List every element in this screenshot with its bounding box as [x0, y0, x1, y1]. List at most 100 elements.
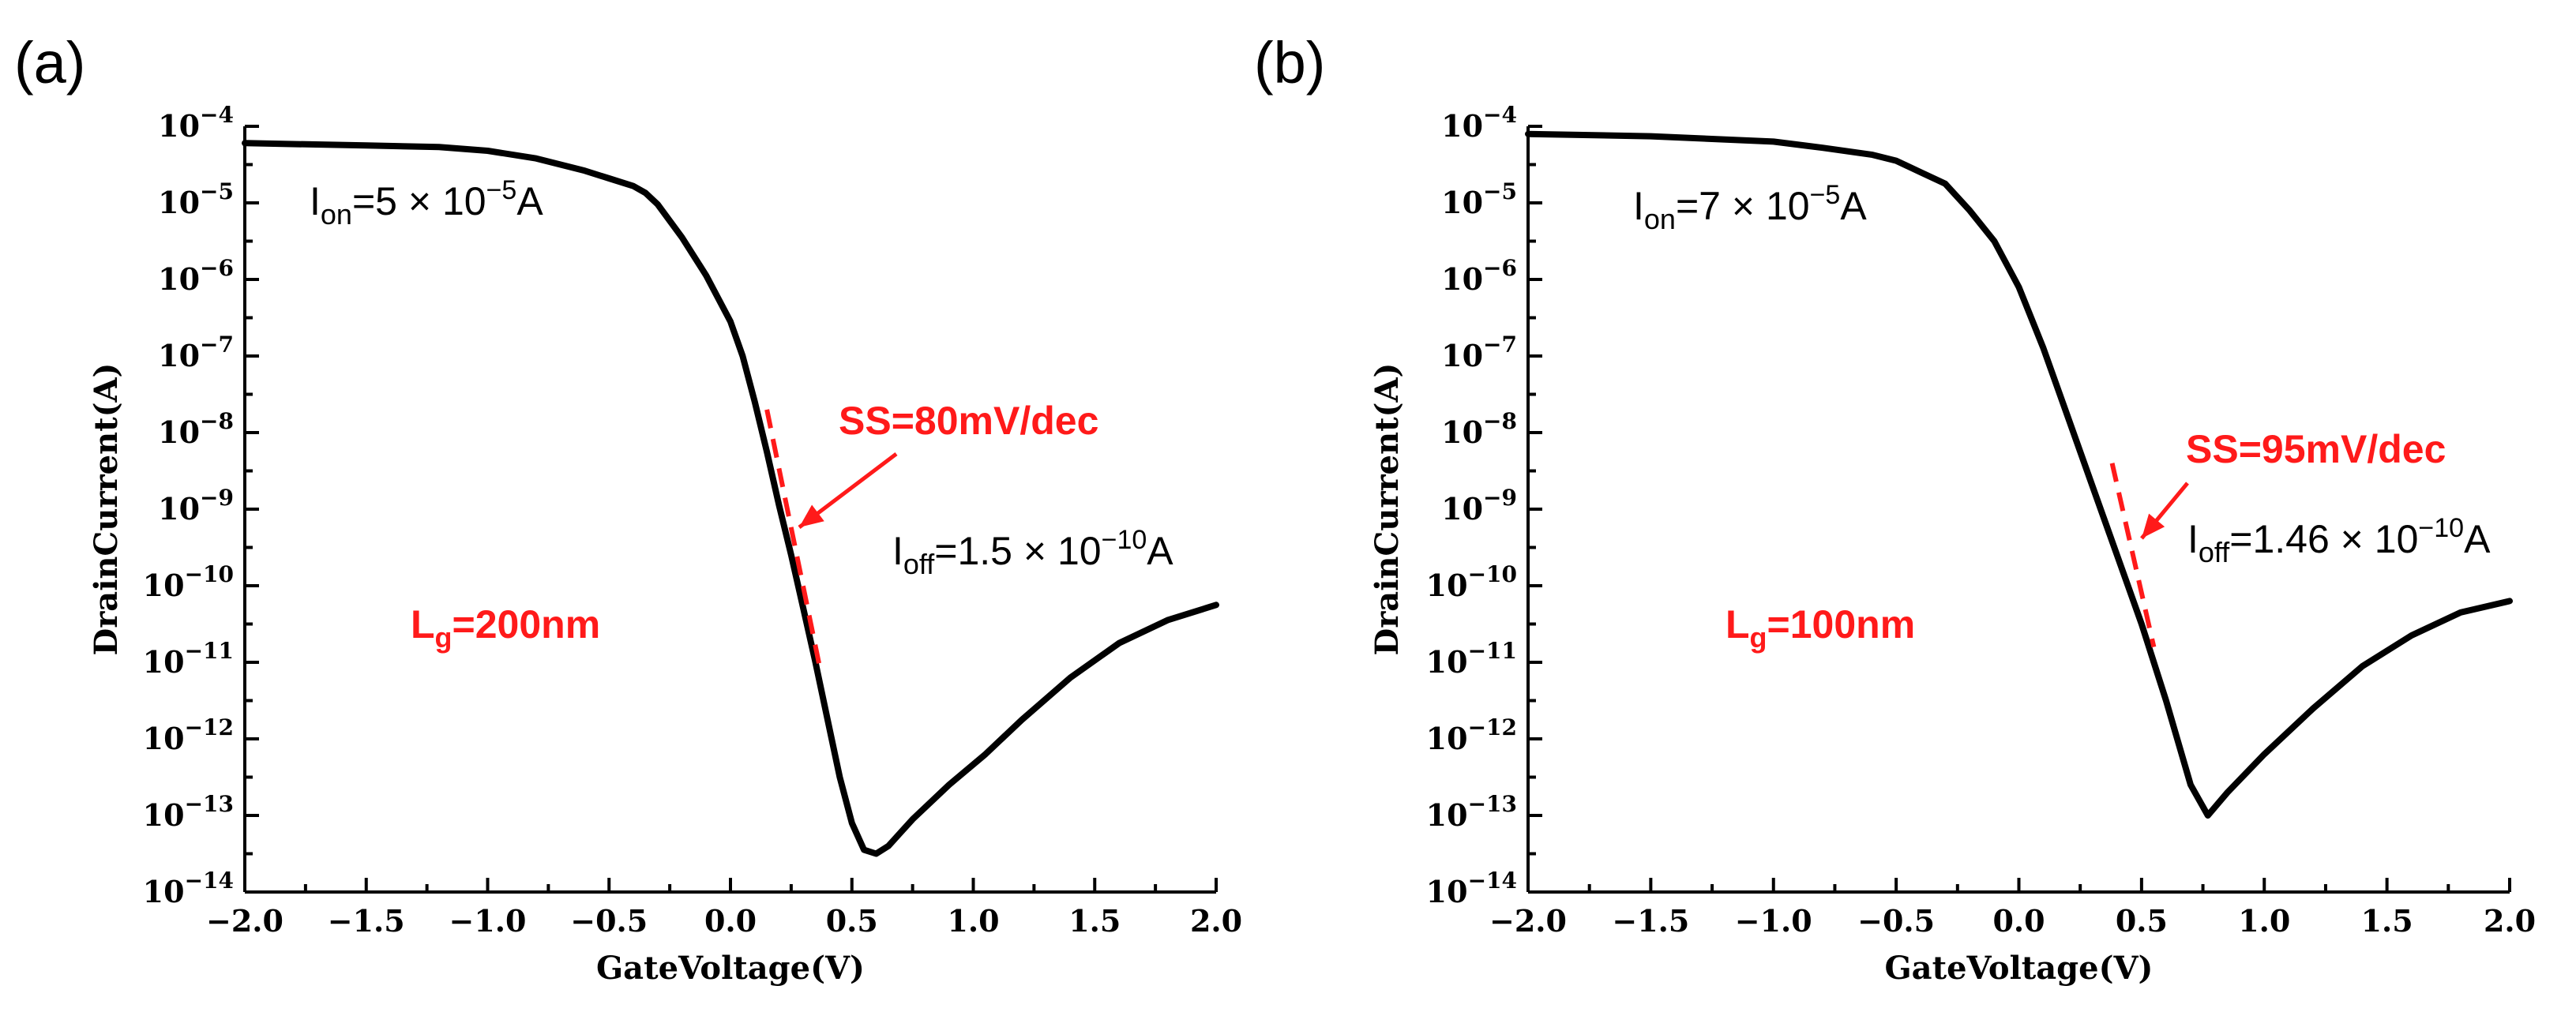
y-tick-base: 10: [1441, 108, 1483, 144]
y-tick-exponent: −11: [185, 638, 234, 664]
gate-length-annotation: Lg=100nm: [1725, 602, 1915, 654]
y-tick-base: 10: [158, 185, 200, 220]
y-tick-base: 10: [1426, 874, 1468, 909]
ioff-symbol: I: [2187, 517, 2199, 561]
y-tick-base: 10: [1441, 185, 1483, 220]
y-tick-label: 10−9: [1441, 485, 1517, 527]
y-tick-exponent: −7: [200, 332, 234, 358]
y-tick-base: 10: [143, 721, 185, 756]
ss-tangent-line: [764, 409, 823, 671]
ss-arrow-head: [2142, 513, 2165, 538]
y-tick-exponent: −13: [185, 791, 234, 817]
lg-value: =200nm: [452, 602, 601, 647]
x-tick-label: 1.5: [1068, 903, 1121, 939]
y-tick-label: 10−4: [158, 102, 234, 144]
x-tick-label: 0.5: [826, 903, 878, 939]
x-tick-label: 1.0: [2238, 903, 2290, 939]
y-tick-label: 10−5: [158, 178, 234, 220]
y-tick-label: 10−14: [1426, 868, 1517, 909]
ss-annotation: SS=80mV/dec: [839, 399, 1098, 443]
y-tick-base: 10: [158, 261, 200, 297]
y-tick-label: 10−10: [143, 561, 234, 603]
y-axis-title: DrainCurrent(A): [88, 363, 125, 656]
id-vg-curve: [1525, 130, 2513, 819]
y-tick-base: 10: [1441, 491, 1483, 527]
y-tick-base: 10: [158, 414, 200, 450]
x-tick-label: −0.5: [1857, 903, 1935, 939]
y-tick-exponent: −12: [1468, 714, 1517, 740]
ioff-unit: A: [1147, 529, 1173, 573]
y-tick-exponent: −8: [200, 408, 234, 434]
x-tick-label: 1.5: [2361, 903, 2413, 939]
y-tick-exponent: −8: [1483, 408, 1517, 434]
x-tick-label: 2.0: [1190, 903, 1242, 939]
x-tick-label: 0.0: [704, 903, 757, 939]
y-tick-label: 10−4: [1441, 102, 1517, 144]
y-tick-base: 10: [1441, 338, 1483, 373]
ioff-subscript: off: [903, 548, 935, 580]
y-tick-base: 10: [158, 491, 200, 527]
y-tick-exponent: −14: [185, 868, 234, 894]
y-tick-exponent: −9: [1483, 485, 1517, 511]
id-vg-curve: [242, 140, 1219, 857]
ion-unit: A: [516, 179, 543, 223]
lg-value: =100nm: [1767, 602, 1916, 647]
ion-value: =5 × 10: [352, 179, 486, 223]
ion-value: =7 × 10: [1676, 184, 1810, 228]
y-tick-exponent: −12: [185, 714, 234, 740]
y-tick-exponent: −5: [200, 178, 234, 204]
y-tick-exponent: −10: [185, 561, 234, 587]
y-tick-base: 10: [143, 797, 185, 833]
y-tick-exponent: −13: [1468, 791, 1517, 817]
y-tick-label: 10−7: [1441, 332, 1517, 373]
ion-annotation: Ion=5 × 10−5A: [310, 175, 543, 231]
chart-panel-a: (a)−2.0 −1.5 −1.0 −0.5 0.0 0.5 1.0 1.5 2.010−141…: [14, 30, 1242, 987]
y-axis-title: DrainCurrent(A): [1369, 363, 1406, 656]
y-tick-exponent: −11: [1468, 638, 1517, 664]
y-tick-base: 10: [143, 568, 185, 603]
y-tick-exponent: −4: [200, 102, 234, 128]
y-tick-label: 10−7: [158, 332, 234, 373]
ss-tangent-line: [2109, 463, 2157, 648]
y-tick-exponent: −9: [200, 485, 234, 511]
y-tick-label: 10−6: [158, 255, 234, 297]
ion-subscript: on: [1644, 203, 1676, 235]
y-tick-label: 10−11: [1426, 638, 1517, 680]
ion-symbol: I: [310, 179, 321, 223]
x-tick-label: −0.5: [570, 903, 648, 939]
ion-unit: A: [1840, 184, 1867, 228]
ion-annotation: Ion=7 × 10−5A: [1633, 180, 1867, 235]
ioff-annotation: Ioff=1.46 × 10−10A: [2187, 513, 2491, 568]
panel-label: (a): [14, 30, 85, 96]
y-tick-exponent: −6: [1483, 255, 1517, 281]
y-tick-exponent: −4: [1483, 102, 1517, 128]
y-tick-exponent: −5: [1483, 178, 1517, 204]
ss-annotation: SS=95mV/dec: [2186, 427, 2446, 471]
x-tick-label: 0.0: [1992, 903, 2045, 939]
y-tick-base: 10: [143, 644, 185, 680]
y-tick-label: 10−8: [158, 408, 234, 450]
y-tick-label: 10−12: [143, 714, 234, 756]
y-tick-label: 10−12: [1426, 714, 1517, 756]
y-tick-base: 10: [1426, 721, 1468, 756]
y-tick-base: 10: [158, 108, 200, 144]
ioff-exponent: −10: [2418, 513, 2464, 543]
y-tick-base: 10: [1426, 644, 1468, 680]
ioff-value: =1.5 × 10: [934, 529, 1101, 573]
y-tick-exponent: −14: [1468, 868, 1517, 894]
y-tick-label: 10−14: [143, 868, 234, 909]
y-tick-label: 10−9: [158, 485, 234, 527]
ioff-value: =1.46 × 10: [2229, 517, 2418, 561]
y-tick-label: 10−13: [143, 791, 234, 833]
ss-arrow-head: [799, 504, 824, 527]
x-tick-label: −1.5: [328, 903, 405, 939]
y-tick-exponent: −7: [1483, 332, 1517, 358]
y-tick-label: 10−8: [1441, 408, 1517, 450]
gate-length-annotation: Lg=200nm: [411, 602, 600, 654]
x-tick-label: −1.5: [1612, 903, 1689, 939]
ion-exponent: −5: [486, 175, 517, 205]
lg-subscript: g: [435, 621, 452, 654]
y-tick-label: 10−11: [143, 638, 234, 680]
ion-symbol: I: [1633, 184, 1644, 228]
